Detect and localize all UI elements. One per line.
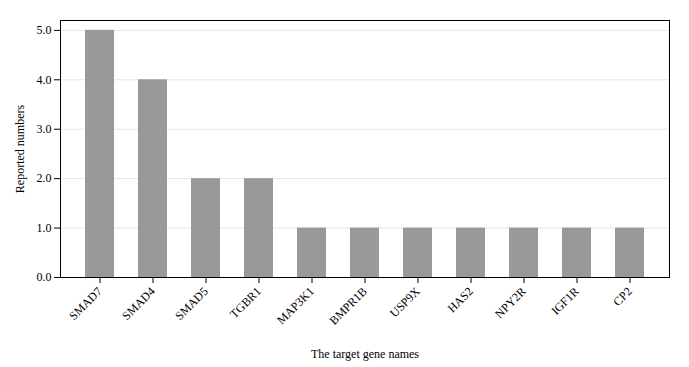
svg-text:4.0: 4.0 xyxy=(37,73,52,87)
svg-text:TGBR1: TGBR1 xyxy=(227,284,264,321)
svg-text:NPY2R: NPY2R xyxy=(492,284,529,321)
svg-text:0.0: 0.0 xyxy=(37,270,52,284)
svg-text:5.0: 5.0 xyxy=(37,23,52,37)
svg-text:IGF1R: IGF1R xyxy=(548,284,581,317)
svg-text:3.0: 3.0 xyxy=(37,122,52,136)
svg-text:Reported numbers: Reported numbers xyxy=(13,105,27,194)
svg-text:BMPR1B: BMPR1B xyxy=(326,284,369,327)
svg-text:SMAD5: SMAD5 xyxy=(172,284,211,323)
svg-text:MAP3K1: MAP3K1 xyxy=(274,284,317,327)
svg-text:The target gene names: The target gene names xyxy=(311,347,419,361)
svg-text:CP2: CP2 xyxy=(610,284,635,309)
svg-text:2.0: 2.0 xyxy=(37,171,52,185)
svg-text:HAS2: HAS2 xyxy=(445,284,476,315)
svg-text:USP9X: USP9X xyxy=(387,284,423,320)
svg-text:SMAD7: SMAD7 xyxy=(66,284,105,323)
svg-text:SMAD4: SMAD4 xyxy=(119,284,158,323)
svg-text:1.0: 1.0 xyxy=(37,221,52,235)
